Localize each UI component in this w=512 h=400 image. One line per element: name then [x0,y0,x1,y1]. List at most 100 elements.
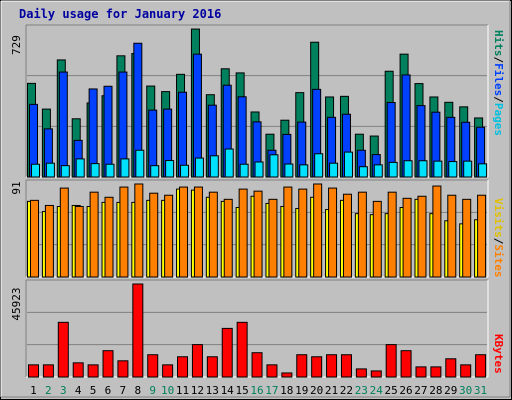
bar-sites [89,191,99,278]
bar-sites [268,198,278,278]
x-axis-day-label: 11 [176,384,189,397]
x-axis-day-label: 29 [444,384,457,397]
bar-sites [447,194,457,278]
bar-sites [59,187,69,278]
bar-pages [373,164,383,178]
x-axis-day-label: 8 [134,384,141,397]
legend-kbytes-label: KBytes [492,334,505,374]
bar-kbytes [236,321,248,378]
bar-kbytes [430,366,442,378]
bar-pages [343,151,353,178]
bar-pages [269,154,279,178]
x-axis-day-label: 13 [206,384,219,397]
x-axis-day-label: 9 [149,384,156,397]
bar-kbytes [385,344,397,378]
bar-sites [119,186,129,278]
bar-sites [417,195,427,278]
bar-sites [283,186,293,278]
bar-pages [403,160,413,178]
bar-kbytes [28,364,39,378]
bar-pages [433,160,443,178]
bar-pages [120,158,130,178]
bar-pages [105,163,115,178]
kbytes-axis-max: 45923 [10,287,23,320]
bar-pages [90,163,100,178]
bar-files [103,85,113,178]
hits-axis-max: 729 [10,35,23,55]
bar-sites [44,204,54,278]
bar-kbytes [87,364,99,378]
bar-pages [463,160,473,178]
x-axis-day-label: 10 [161,384,174,397]
bar-pages [180,164,190,178]
bar-kbytes [191,344,203,378]
bar-kbytes [147,354,159,378]
x-axis-day-label: 17 [265,384,278,397]
x-axis-day-label: 20 [310,384,323,397]
x-axis-day-label: 6 [105,384,112,397]
legend-separator: / [492,96,505,103]
legend-visits-sites: Visits/Sites [492,198,505,278]
bar-pages [358,166,368,178]
x-axis-day-label: 5 [90,384,97,397]
bar-pages [60,165,70,178]
bar-pages [224,148,234,178]
bar-kbytes [177,356,189,378]
bar-kbytes [132,283,144,378]
bar-kbytes [102,350,114,378]
bar-kbytes [206,356,218,378]
bar-pages [194,157,204,178]
bar-kbytes [281,372,293,378]
x-axis-day-label: 22 [340,384,353,397]
bar-kbytes [475,354,487,378]
visits-axis-max: 91 [10,181,23,194]
bar-pages [150,165,160,178]
x-axis-day-label: 2 [45,384,52,397]
bar-sites [372,200,382,278]
bar-sites [149,192,159,278]
x-axis-day-label: 27 [414,384,427,397]
bar-sites [462,198,472,278]
bar-sites [134,183,144,278]
bar-sites [193,186,203,278]
bar-kbytes [460,364,472,378]
x-axis-day-label: 19 [295,384,308,397]
legend-files: Files [492,63,505,96]
bar-pages [314,153,324,178]
bar-pages [75,158,85,178]
bar-sites [357,191,367,278]
bar-kbytes [162,364,174,378]
bar-kbytes [326,354,338,378]
bar-kbytes [42,364,54,378]
bar-kbytes [311,356,323,378]
x-axis-day-label: 23 [355,384,368,397]
bar-kbytes [445,358,457,378]
bar-files [58,71,68,178]
bar-files [178,91,188,178]
bar-kbytes [370,370,382,378]
bar-pages [418,160,428,178]
bar-sites [342,193,352,278]
bar-sites [253,190,263,278]
x-axis-day-label: 4 [75,384,82,397]
bar-kbytes [57,321,69,378]
bar-sites [328,187,338,278]
bar-kbytes [221,327,233,378]
bar-sites [298,188,308,278]
bar-sites [208,191,218,278]
legend-pages: Pages [492,103,505,136]
bar-sites [74,205,84,278]
bar-pages [284,163,294,178]
bar-kbytes [266,364,278,378]
x-axis-day-label: 28 [429,384,442,397]
bar-sites [402,197,412,278]
bar-pages [209,155,219,178]
bar-sites [477,194,487,278]
bar-pages [299,164,309,178]
bar-kbytes [251,352,263,378]
x-axis-day-label: 15 [235,384,248,397]
legend-separator: / [492,57,505,64]
bar-pages [239,163,249,178]
bar-pages [135,149,145,178]
